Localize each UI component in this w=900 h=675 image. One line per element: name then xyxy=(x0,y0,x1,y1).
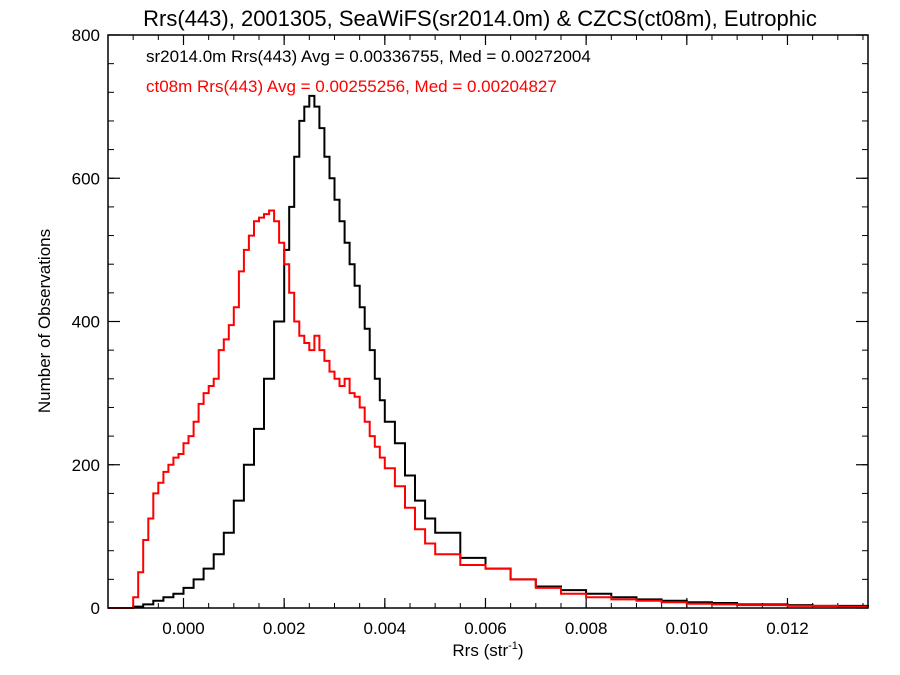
y-tick-label: 200 xyxy=(72,456,100,475)
chart-title: Rrs(443), 2001305, SeaWiFS(sr2014.0m) & … xyxy=(143,6,817,31)
x-axis-label: Rrs (str-1) xyxy=(452,640,523,660)
x-axis-label-tail: ) xyxy=(518,641,524,660)
axis-tick-labels: 0.000 0.002 0.004 0.006 0.008 0.010 0.012 0 200 4… xyxy=(72,26,809,638)
x-tick-label: 0.002 xyxy=(263,619,306,638)
y-axis-label: Number of Observations xyxy=(35,229,54,413)
annotation-black: sr2014.0m Rrs(443) Avg = 0.00336755, Med… xyxy=(146,47,591,66)
series-line-sr2014 xyxy=(108,94,869,609)
x-axis-label-sup: -1 xyxy=(508,640,518,652)
x-tick-label: 0.004 xyxy=(364,619,407,638)
series-line-ct08m xyxy=(108,209,868,609)
annotation-red: ct08m Rrs(443) Avg = 0.00255256, Med = 0… xyxy=(146,77,557,96)
plot-frame xyxy=(107,34,869,609)
x-tick-label: 0.012 xyxy=(766,619,809,638)
x-tick-label: 0.010 xyxy=(666,619,709,638)
y-tick-label: 800 xyxy=(72,26,100,45)
x-tick-label: 0.006 xyxy=(464,619,507,638)
y-tick-label: 600 xyxy=(72,169,100,188)
y-tick-label: 0 xyxy=(91,599,100,618)
x-tick-label: 0.008 xyxy=(565,619,608,638)
x-axis-label-main: Rrs (str xyxy=(452,641,508,660)
data-series xyxy=(108,94,869,609)
y-tick-label: 400 xyxy=(72,313,100,332)
x-tick-label: 0.000 xyxy=(162,619,205,638)
